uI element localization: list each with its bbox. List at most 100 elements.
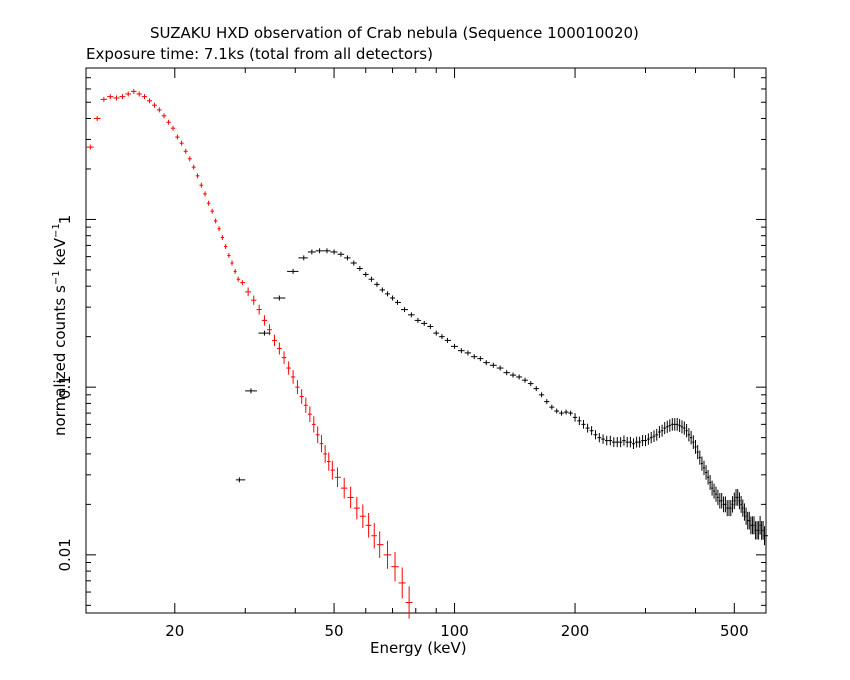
data-point xyxy=(203,191,207,197)
data-point xyxy=(374,281,380,287)
data-point xyxy=(405,586,413,619)
data-point xyxy=(760,520,763,540)
data-point xyxy=(563,409,569,415)
data-point xyxy=(683,421,686,435)
data-point xyxy=(179,140,184,146)
data-point xyxy=(644,434,647,447)
data-point xyxy=(323,248,331,254)
data-point xyxy=(414,317,422,323)
data-point xyxy=(187,156,192,162)
data-point xyxy=(217,226,221,232)
data-point xyxy=(365,513,372,538)
data-point xyxy=(383,540,392,569)
x-tick-label: 20 xyxy=(165,622,184,640)
data-point xyxy=(161,113,167,119)
data-point xyxy=(250,295,257,305)
data-point xyxy=(323,444,327,463)
data-point xyxy=(757,521,760,540)
data-point xyxy=(307,406,312,423)
y-tick-label: 0.1 xyxy=(56,375,74,399)
y-axis-label-exp-2: −1 xyxy=(51,223,62,238)
data-point xyxy=(337,251,345,257)
data-point xyxy=(315,426,320,444)
data-point xyxy=(618,437,623,448)
data-point xyxy=(748,511,751,530)
data-point xyxy=(716,489,719,506)
x-tick-label: 100 xyxy=(440,622,469,640)
data-point xyxy=(444,337,452,343)
data-point xyxy=(147,98,153,104)
data-point xyxy=(156,107,162,113)
data-point xyxy=(711,480,714,496)
data-point xyxy=(281,351,287,364)
data-point xyxy=(709,475,712,490)
data-point xyxy=(489,362,497,368)
data-point xyxy=(759,516,761,535)
data-point xyxy=(687,428,690,442)
data-point xyxy=(702,460,706,476)
data-point xyxy=(652,430,656,442)
data-point xyxy=(680,420,684,434)
data-point xyxy=(376,531,384,558)
data-point xyxy=(728,500,730,517)
chart-title: SUZAKU HXD observation of Crab nebula (S… xyxy=(150,24,639,42)
data-point xyxy=(256,304,262,315)
data-point xyxy=(753,516,755,535)
data-point xyxy=(119,94,126,100)
data-point xyxy=(655,428,659,441)
data-point xyxy=(170,125,176,131)
data-point xyxy=(183,148,188,154)
data-point xyxy=(718,493,721,509)
data-point xyxy=(398,567,406,599)
data-point xyxy=(726,500,729,517)
data-point xyxy=(698,450,701,465)
data-point xyxy=(235,477,246,483)
data-point xyxy=(628,436,632,448)
data-point xyxy=(601,434,605,444)
data-point xyxy=(612,437,616,448)
data-point xyxy=(93,115,101,121)
data-point xyxy=(705,465,708,480)
y-axis-label-exp-1: −1 xyxy=(51,270,62,286)
data-point xyxy=(635,436,639,448)
data-point xyxy=(307,249,316,255)
data-point xyxy=(722,496,725,513)
data-point xyxy=(646,433,650,445)
data-point xyxy=(451,343,458,349)
data-point xyxy=(233,268,237,274)
data-point xyxy=(593,430,598,440)
data-point xyxy=(391,551,399,582)
data-point xyxy=(665,420,669,433)
data-point xyxy=(464,350,472,356)
data-point xyxy=(675,417,679,431)
data-point xyxy=(220,235,225,241)
data-point xyxy=(334,467,341,488)
data-point xyxy=(754,521,757,540)
data-point xyxy=(477,356,484,362)
data-point xyxy=(439,334,445,340)
data-point xyxy=(533,386,539,392)
data-point xyxy=(608,435,613,446)
data-point xyxy=(762,520,764,540)
data-point xyxy=(641,435,645,447)
data-point xyxy=(395,299,401,305)
data-point xyxy=(671,418,674,431)
data-point xyxy=(544,399,550,405)
data-point xyxy=(763,526,768,546)
data-point xyxy=(272,334,277,347)
data-point xyxy=(245,287,251,297)
data-point xyxy=(230,260,234,266)
data-point xyxy=(353,496,360,520)
data-point xyxy=(741,499,744,517)
y-tick-label: 0.01 xyxy=(56,538,74,571)
data-point xyxy=(568,410,573,416)
data-point xyxy=(713,483,716,499)
data-point xyxy=(731,496,734,513)
data-point xyxy=(290,370,296,384)
data-point xyxy=(273,295,286,301)
data-point xyxy=(756,521,758,540)
data-point xyxy=(572,413,578,422)
data-point xyxy=(696,445,699,460)
data-point xyxy=(745,507,747,525)
data-point xyxy=(694,439,697,454)
